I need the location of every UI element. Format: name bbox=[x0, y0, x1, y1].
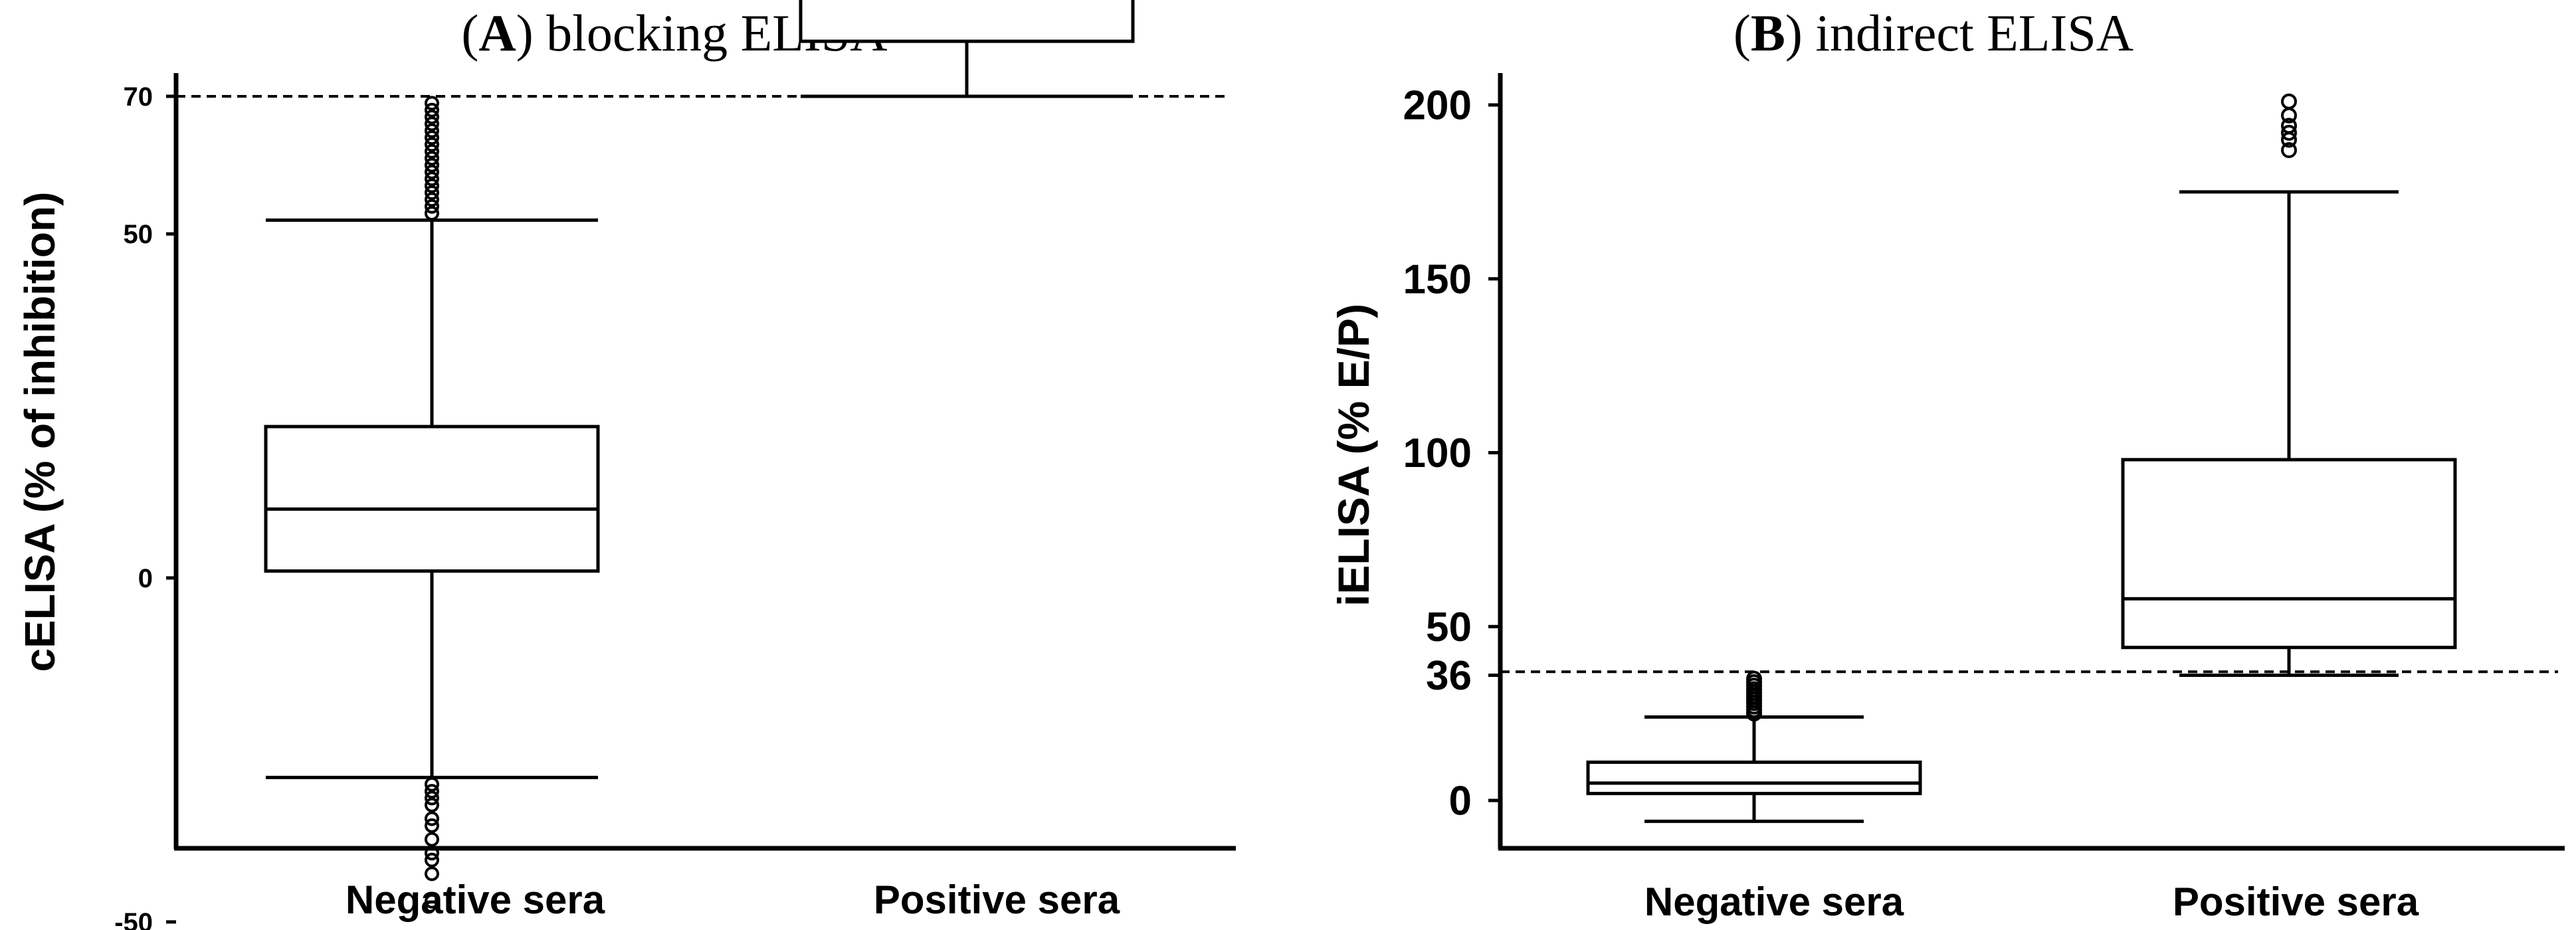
panel-a-negative-sera-outlier-point bbox=[425, 784, 439, 799]
panel-a-negative-sera-outlier-point bbox=[425, 811, 439, 826]
panel-b-y-tick-label: 50 bbox=[1426, 604, 1472, 650]
panel-a-negative-sera-outlier-point bbox=[425, 116, 439, 132]
panel-b-negative-sera-boxplot bbox=[1586, 670, 1922, 823]
panel-b-positive-sera-boxplot bbox=[2121, 93, 2457, 678]
panel-a-negative-sera-outlier-point bbox=[425, 818, 439, 833]
panel-b-category-negative-sera: Negative sera bbox=[1644, 880, 1904, 924]
panel-a-negative-sera-outlier-point bbox=[425, 178, 439, 193]
panel-b-indirect-elisa: (B) indirect ELISA iELISA (% E/P) 200 150… bbox=[1329, 4, 2565, 924]
panel-a-negative-sera-outlier-point bbox=[425, 102, 439, 118]
panel-b-y-tick-label: 100 bbox=[1403, 430, 1472, 476]
panel-b-y-tick-label: 200 bbox=[1403, 83, 1472, 129]
panel-b-negative-sera-outlier-point bbox=[1746, 670, 1762, 687]
panel-b-positive-sera-outlier-point bbox=[2281, 118, 2297, 134]
panel-a-negative-sera-outlier-point bbox=[425, 110, 439, 125]
panel-b-y-tick-label: 36 bbox=[1426, 653, 1472, 699]
panel-a-negative-sera-outlier-point bbox=[425, 852, 439, 868]
panel-a-negative-sera-outlier-point bbox=[425, 206, 439, 221]
panel-a-negative-sera-outlier-point bbox=[425, 96, 439, 111]
panel-a-category-positive-sera: Positive sera bbox=[874, 878, 1120, 922]
panel-a-negative-sera-outlier-point bbox=[425, 157, 439, 173]
panel-a-negative-sera-outlier-point bbox=[425, 137, 439, 152]
panel-b-positive-sera-outlier-point bbox=[2281, 93, 2297, 110]
panel-a-category-negative-sera: Negative sera bbox=[346, 878, 605, 922]
panel-a-negative-sera-outlier-point bbox=[425, 143, 439, 159]
panel-b-y-tick-label: 150 bbox=[1403, 256, 1472, 302]
panel-a-negative-sera-outlier-point bbox=[425, 866, 439, 882]
panel-a-negative-sera-outlier-point bbox=[425, 790, 439, 806]
panel-b-positive-sera-iqr-box bbox=[2121, 458, 2457, 650]
panel-b-negative-sera-iqr-box bbox=[1586, 760, 1922, 796]
panel-a-negative-sera-outlier-point bbox=[425, 893, 439, 909]
panel-a-negative-sera-boxplot bbox=[264, 96, 600, 909]
panel-a-negative-sera-outlier-point bbox=[425, 123, 439, 138]
panel-a-y-tick-labels: 10070500-50 bbox=[114, 82, 176, 930]
panel-b-category-positive-sera: Positive sera bbox=[2173, 880, 2419, 924]
panel-a-negative-sera-outlier-point bbox=[425, 797, 439, 812]
panel-b-title: (B) indirect ELISA bbox=[1734, 4, 2133, 62]
panel-a-negative-sera-iqr-box bbox=[264, 424, 600, 573]
panel-b-positive-sera-outlier-point bbox=[2281, 142, 2297, 159]
panel-a-negative-sera-outlier-point bbox=[425, 192, 439, 207]
panel-b-plot-area bbox=[1500, 93, 2558, 823]
panel-a-y-tick-label: 0 bbox=[138, 564, 153, 593]
panel-b-y-axis-label: iELISA (% E/P) bbox=[1329, 304, 1378, 606]
panel-a-negative-sera-outlier-point bbox=[425, 130, 439, 145]
panel-a-negative-sera-outlier-point bbox=[425, 832, 439, 847]
panel-a-positive-sera-iqr-box bbox=[799, 0, 1135, 43]
panel-a-blocking-elisa: (A) blocking ELISA cELISA (% of inhibiti… bbox=[16, 0, 1236, 930]
panel-a-y-tick-label: -50 bbox=[114, 908, 153, 930]
panel-a-negative-sera-outlier-point bbox=[425, 185, 439, 200]
panel-a-plot-area bbox=[176, 0, 1229, 909]
panel-a-y-tick-label: 50 bbox=[124, 220, 153, 249]
panel-a-negative-sera-outlier-point bbox=[425, 151, 439, 166]
panel-a-y-axis-label: cELISA (% of inhibition) bbox=[16, 192, 64, 672]
panel-a-y-tick-label: 70 bbox=[124, 82, 153, 112]
panel-b-y-tick-label: 0 bbox=[1449, 779, 1472, 824]
panel-a-positive-sera-boxplot bbox=[799, 0, 1135, 98]
panel-b-positive-sera-outlier-point bbox=[2281, 124, 2297, 141]
panel-a-negative-sera-outlier-point bbox=[425, 164, 439, 179]
panel-a-negative-sera-outlier-point bbox=[425, 199, 439, 214]
panel-a-negative-sera-outlier-point bbox=[425, 171, 439, 187]
panel-a-negative-sera-outlier-point bbox=[425, 777, 439, 792]
